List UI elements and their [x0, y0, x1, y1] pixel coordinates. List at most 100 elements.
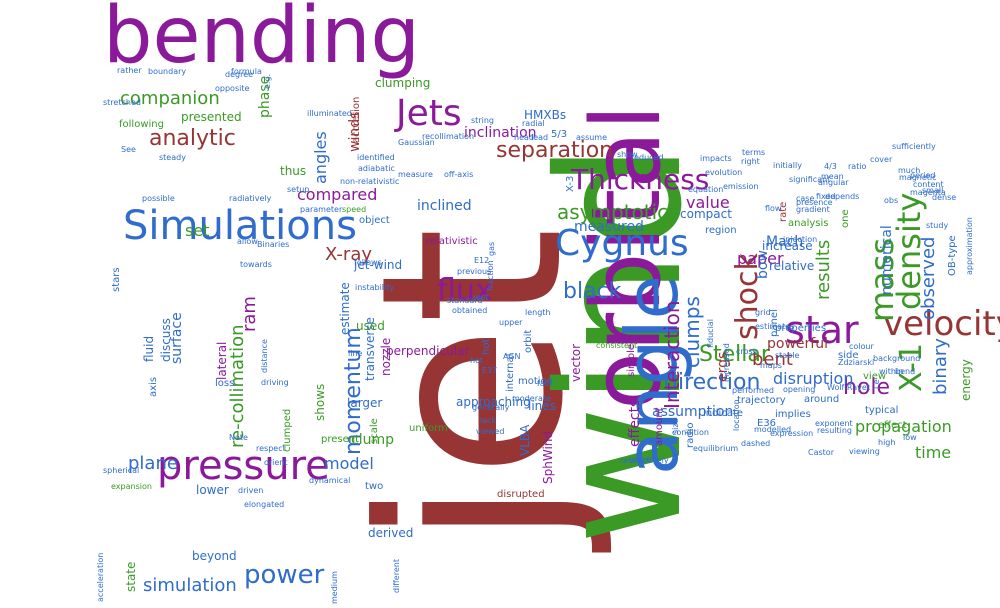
word-compact-65: compact — [680, 207, 732, 221]
word-obs-169: obs — [884, 196, 899, 205]
word-clump-57: clump — [351, 432, 394, 448]
word-measured-54: measured — [574, 219, 644, 235]
word-gas-149: gas — [487, 241, 496, 256]
word-angular-142: angular — [818, 178, 849, 187]
word-mach-53: Mach — [766, 234, 804, 250]
word-paper-49: paper — [737, 249, 784, 268]
word-disruption-39: disruption — [773, 369, 854, 388]
word-hot-241: hot — [470, 356, 484, 365]
word-lines-88: lines — [528, 399, 556, 413]
word-expression-191: expression — [770, 429, 814, 438]
word-estimate-92: estimate — [338, 282, 352, 335]
word-x-ray-40: X-ray — [325, 244, 373, 265]
word-plane-34: plane — [128, 453, 178, 474]
word-larger-72: larger — [347, 396, 383, 410]
word-adiabatic-130: adiabatic — [358, 164, 395, 173]
word-instability-215: instability — [355, 283, 395, 292]
word-respectively-212: respectively — [620, 456, 669, 465]
word-ratio-238: ratio — [848, 162, 867, 171]
word-relativistic-95: relativistic — [426, 236, 478, 247]
word-illuminated-181: illuminated — [307, 109, 352, 118]
word-moderate-227: moderate — [512, 394, 551, 403]
word-results-32: results — [813, 239, 834, 300]
word-simple-141: simple — [626, 343, 637, 377]
word-high-145: high — [878, 438, 896, 447]
word-non-relativistic-131: non-relativistic — [340, 177, 400, 186]
word-vector-89: vector — [569, 343, 583, 382]
word-rather-165: rather — [117, 66, 142, 75]
word-assumption-51: assumption — [652, 404, 734, 420]
word-hot-124: hot — [481, 338, 492, 355]
word-stars-97: stars — [111, 267, 122, 292]
word-agn-135: AGN — [503, 352, 521, 361]
word-radiatively-174: radiatively — [229, 194, 272, 203]
word-formula-164: formula — [231, 67, 262, 76]
word-separation-17: separation — [496, 138, 614, 163]
word-lead-250: lead — [531, 133, 549, 142]
word-flow-171: flow — [765, 204, 782, 213]
word-e37-159: E37 — [482, 366, 498, 375]
word-relative-76: relative — [769, 259, 815, 273]
word-properties-102: properties — [775, 323, 827, 334]
word-shows-73: shows — [313, 383, 327, 421]
word-ram-44: ram — [239, 296, 260, 332]
word-fluid-60: fluid — [142, 335, 156, 362]
word-beyond-66: beyond — [192, 549, 237, 563]
word-period-158: period — [910, 171, 936, 180]
word-stable-214: stable — [775, 351, 800, 360]
word-thus-81: thus — [280, 164, 307, 178]
word-string-172: string — [471, 116, 494, 125]
word-impacts-244: impacts — [700, 154, 732, 163]
word-consistent-140: consistent — [596, 341, 638, 350]
word-occurs-195: occurs — [629, 455, 656, 464]
word-grid-211: grid — [755, 308, 771, 317]
word-elongated-180: elongated — [244, 500, 285, 509]
word-5-3-128: 5/3 — [551, 129, 568, 140]
word-dense-235: dense — [932, 193, 957, 202]
word-value-50: value — [686, 193, 730, 212]
word-degree-253: degree — [225, 70, 254, 79]
word-setup-177: setup — [287, 185, 310, 194]
word-driving-252: driving — [261, 378, 289, 387]
word-thickness-16: Thickness — [571, 163, 710, 196]
word-low-231: low — [903, 433, 917, 442]
word-present-120: present — [321, 434, 360, 445]
word-analytic-24: analytic — [149, 126, 236, 151]
word-derived-69: derived — [368, 526, 414, 540]
word-cross-213: cross — [736, 347, 757, 356]
word-companion-25: companion — [120, 88, 220, 109]
word-head-251: head — [514, 133, 534, 142]
word-radial-249: radial — [522, 119, 545, 128]
word-obtained-222: obtained — [452, 306, 488, 315]
word-interaction-28: Interaction — [660, 300, 684, 409]
word-magnetic-217: magnetic — [899, 173, 937, 182]
word-binary-29: binary — [930, 338, 951, 395]
word-reduced-203: reduced — [631, 153, 664, 162]
word-implies-84: implies — [775, 409, 811, 420]
word-allow-161: allow — [237, 237, 258, 246]
word-power-15: power — [244, 560, 325, 590]
word-asymptotic-23: asymptotic — [557, 200, 669, 224]
word-fact-226: fact — [537, 379, 553, 388]
word-depends-143: depends — [825, 192, 860, 201]
word-rest-242: rest — [473, 293, 489, 302]
word-identified-183: identified — [357, 153, 395, 162]
word-observed-31: observed — [918, 236, 939, 320]
word-resulting-193: resulting — [817, 426, 853, 435]
word-star-9: star — [785, 308, 859, 352]
word-orient-179: orient — [264, 458, 288, 467]
word-hole-30: hole — [843, 375, 891, 400]
word-bent-38: bent — [752, 349, 793, 370]
word-time-36: time — [915, 443, 952, 462]
word-trajectory-83: trajectory — [737, 395, 786, 406]
word-effect-109: effect — [878, 420, 907, 431]
word-direction-20: direction — [664, 370, 761, 395]
word-analysis-99: analysis — [788, 218, 829, 229]
word-e12-223: E12 — [474, 256, 490, 265]
word-perpendicular-70: perpendicular — [386, 344, 470, 358]
word-performed-220: performed — [732, 386, 774, 395]
word-nozzle-90: nozzle — [379, 337, 393, 376]
word-jets-8: Jets — [396, 93, 462, 134]
word-boundary-166: boundary — [148, 67, 187, 76]
word-e-g-134: e.g. — [263, 73, 272, 89]
